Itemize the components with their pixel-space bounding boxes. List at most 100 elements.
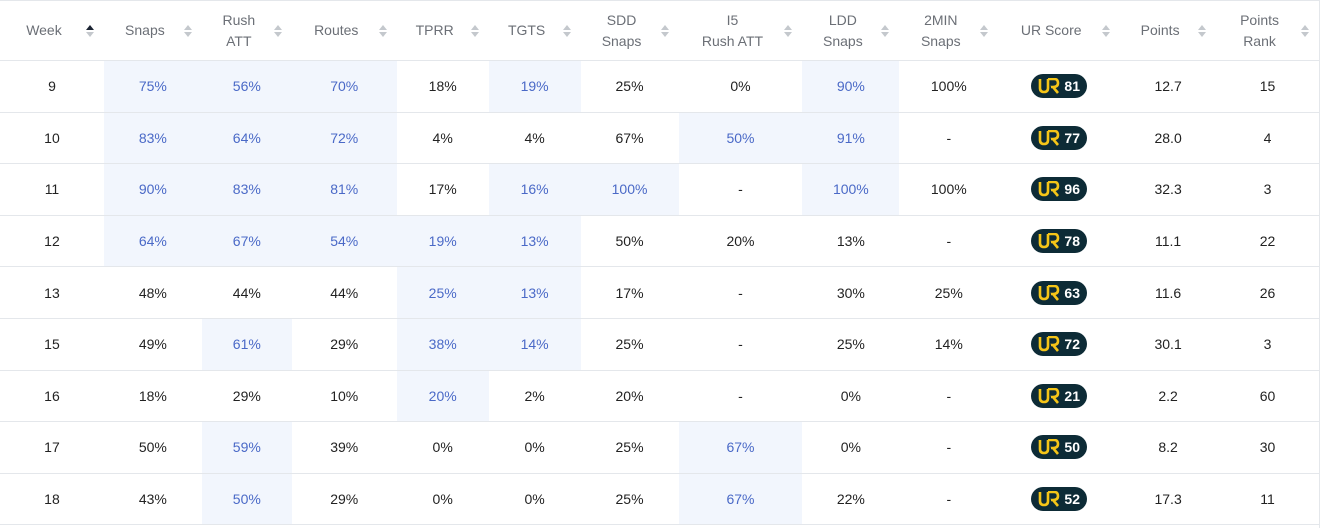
cell-ur-score: 78 bbox=[998, 216, 1120, 267]
column-header-label: Routes bbox=[314, 22, 359, 38]
column-header-two-min-snaps[interactable]: 2MIN Snaps bbox=[899, 1, 998, 60]
sort-icon[interactable] bbox=[660, 24, 669, 37]
column-header-label: SDD Snaps bbox=[601, 11, 642, 49]
column-header-label: Points bbox=[1140, 22, 1180, 38]
cell-week: 12 bbox=[44, 233, 60, 250]
ur-score-value: 77 bbox=[1064, 129, 1080, 146]
sort-descending-icon bbox=[378, 31, 387, 37]
cell-rush-att: 67% bbox=[201, 215, 292, 267]
cell-snaps: 43% bbox=[138, 491, 167, 508]
cell-tprr: 38% bbox=[396, 318, 489, 370]
cell-sdd-snaps: 25% bbox=[615, 491, 644, 508]
cell-ldd-snaps: 90% bbox=[802, 61, 900, 112]
ur-score-badge: 63 bbox=[1031, 280, 1087, 305]
cell-ldd-snaps: 91% bbox=[802, 112, 900, 164]
cell-ur-score: 77 bbox=[998, 113, 1120, 164]
ur-score-value: 81 bbox=[1064, 78, 1080, 95]
cell-tgts: 16% bbox=[488, 164, 581, 215]
sort-icon[interactable] bbox=[1198, 24, 1207, 37]
cell-routes: 29% bbox=[330, 336, 359, 353]
cell-points: 30.1 bbox=[1154, 336, 1182, 353]
cell-two-min-snaps: 100% bbox=[930, 181, 967, 198]
ur-logo-icon bbox=[1039, 491, 1060, 507]
sort-icon[interactable] bbox=[378, 24, 387, 37]
column-header-tprr[interactable]: TPRR bbox=[397, 1, 489, 60]
table-row: 16 18% 29% 10% 20% 2% 20% - 0% - 21 2.2 60 bbox=[0, 370, 1319, 423]
cell-two-min-snaps: - bbox=[946, 387, 952, 404]
cell-ur-score: 81 bbox=[998, 61, 1120, 112]
cell-sdd-snaps: 20% bbox=[615, 387, 644, 404]
ur-score-badge: 50 bbox=[1031, 435, 1087, 460]
cell-snaps: 64% bbox=[103, 215, 202, 267]
column-header-ldd-snaps[interactable]: LDD Snaps bbox=[802, 1, 899, 60]
cell-sdd-snaps: 17% bbox=[615, 284, 644, 301]
column-header-week[interactable]: Week bbox=[0, 1, 104, 60]
column-header-snaps[interactable]: Snaps bbox=[104, 1, 202, 60]
cell-rush-att: 44% bbox=[232, 284, 261, 301]
column-header-label: TPRR bbox=[415, 22, 454, 38]
column-header-points[interactable]: Points bbox=[1120, 1, 1216, 60]
sort-ascending-icon bbox=[378, 24, 387, 30]
column-header-routes[interactable]: Routes bbox=[292, 1, 397, 60]
cell-rush-att: 61% bbox=[201, 318, 292, 370]
cell-tgts: 13% bbox=[488, 267, 581, 318]
cell-sdd-snaps: 50% bbox=[615, 233, 644, 250]
sort-descending-icon bbox=[784, 31, 793, 37]
cell-routes: 10% bbox=[330, 387, 359, 404]
cell-ur-score: 63 bbox=[998, 267, 1120, 318]
ur-logo-icon bbox=[1039, 336, 1060, 353]
cell-rush-att: 56% bbox=[201, 61, 292, 112]
ur-score-value: 52 bbox=[1064, 491, 1080, 508]
cell-points-rank: 22 bbox=[1259, 233, 1276, 250]
sort-icon[interactable] bbox=[881, 24, 890, 37]
cell-tprr: 25% bbox=[396, 267, 489, 318]
sort-icon[interactable] bbox=[273, 24, 282, 37]
table-row: 13 48% 44% 44% 25% 13% 17% -30% 25% 63 11.6 26 bbox=[0, 267, 1319, 319]
cell-routes: 44% bbox=[330, 284, 359, 301]
cell-points-rank: 4 bbox=[1263, 129, 1272, 146]
cell-two-min-snaps: - bbox=[946, 233, 952, 250]
ur-logo-icon bbox=[1039, 284, 1060, 301]
column-header-points-rank[interactable]: Points Rank bbox=[1216, 1, 1319, 60]
sort-descending-icon bbox=[1301, 31, 1309, 37]
column-header-i5-rush-att[interactable]: I5 Rush ATT bbox=[679, 1, 803, 60]
cell-sdd-snaps: 25% bbox=[615, 336, 644, 353]
cell-sdd-snaps: 67% bbox=[615, 129, 644, 146]
column-header-sdd-snaps[interactable]: SDD Snaps bbox=[581, 1, 679, 60]
sort-icon[interactable] bbox=[980, 24, 989, 37]
cell-points-rank: 26 bbox=[1259, 284, 1276, 301]
cell-two-min-snaps: - bbox=[946, 491, 952, 508]
column-header-ur-score[interactable]: UR Score bbox=[998, 1, 1120, 60]
cell-two-min-snaps: 25% bbox=[934, 284, 963, 301]
cell-snaps: 83% bbox=[103, 112, 202, 164]
cell-rush-att: 59% bbox=[201, 422, 292, 473]
ur-logo-icon bbox=[1039, 129, 1060, 146]
sort-icon[interactable] bbox=[470, 24, 479, 37]
ur-score-badge: 81 bbox=[1031, 74, 1087, 99]
sort-icon[interactable] bbox=[85, 24, 94, 37]
sort-ascending-icon bbox=[85, 24, 94, 30]
sort-descending-icon bbox=[183, 31, 192, 37]
sort-descending-icon bbox=[273, 31, 282, 37]
cell-routes: 39% bbox=[330, 439, 359, 456]
cell-tgts: 0% bbox=[524, 439, 545, 456]
sort-icon[interactable] bbox=[183, 24, 192, 37]
sort-icon[interactable] bbox=[784, 24, 793, 37]
sort-descending-icon bbox=[881, 31, 890, 37]
table-body: 9 75% 56% 70% 18% 19% 25% 0% 90% 100% 81 12.7 15 10 83… bbox=[0, 61, 1319, 526]
sort-ascending-icon bbox=[1102, 24, 1111, 30]
ur-logo-icon bbox=[1039, 181, 1060, 198]
cell-two-min-snaps: - bbox=[946, 129, 952, 146]
sort-icon[interactable] bbox=[562, 24, 571, 37]
sort-icon[interactable] bbox=[1301, 24, 1309, 37]
cell-tprr: 0% bbox=[432, 439, 453, 456]
column-header-rush-att[interactable]: Rush ATT bbox=[202, 1, 292, 60]
cell-tgts: 13% bbox=[488, 215, 581, 267]
sort-descending-icon bbox=[470, 31, 479, 37]
sort-ascending-icon bbox=[273, 24, 282, 30]
sort-icon[interactable] bbox=[1102, 24, 1111, 37]
cell-tprr: 19% bbox=[396, 215, 489, 267]
cell-tgts: 19% bbox=[488, 61, 581, 112]
column-header-tgts[interactable]: TGTS bbox=[489, 1, 581, 60]
